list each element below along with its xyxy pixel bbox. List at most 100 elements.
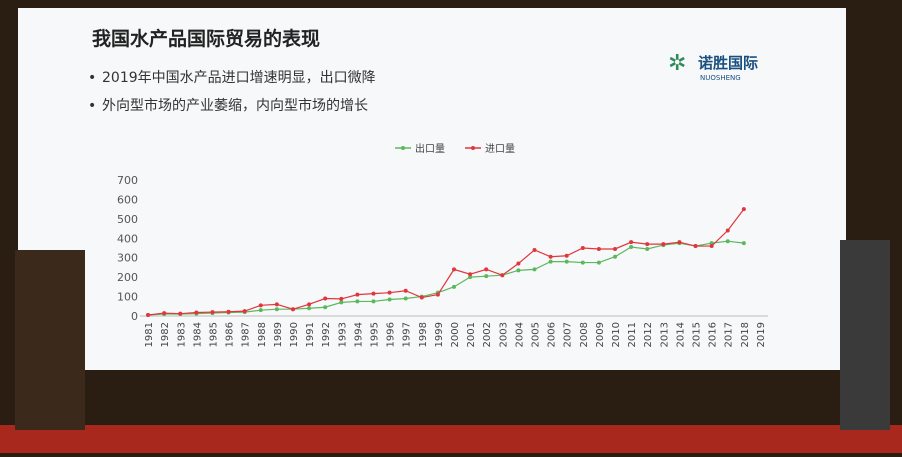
x-tick-label: 1984 <box>192 322 203 347</box>
data-point <box>355 292 360 297</box>
x-tick-label: 2011 <box>627 322 638 347</box>
y-tick-label: 600 <box>117 193 138 206</box>
data-point <box>741 207 746 212</box>
data-point <box>548 259 553 264</box>
x-tick-label: 2004 <box>514 322 525 347</box>
data-point <box>468 272 473 277</box>
logo: 诺胜国际 <box>698 54 758 72</box>
y-tick-label: 300 <box>117 252 138 265</box>
y-tick-label: 500 <box>117 213 138 226</box>
data-point <box>516 261 521 266</box>
data-point <box>725 239 730 244</box>
y-tick-label: 100 <box>117 291 138 304</box>
data-point <box>725 228 730 233</box>
logo-icon: ✲ <box>668 51 686 76</box>
data-point <box>661 242 666 247</box>
series-line <box>148 240 744 316</box>
data-point <box>371 291 376 296</box>
data-point <box>629 240 634 245</box>
data-point <box>645 246 650 251</box>
data-point <box>741 241 746 246</box>
bullet-text: 2019年中国水产品进口增速明显，出口微降 <box>102 70 376 86</box>
data-point <box>226 309 231 314</box>
data-point <box>548 254 553 259</box>
speaker <box>840 240 890 430</box>
x-tick-label: 2005 <box>531 322 542 347</box>
data-point <box>596 246 601 251</box>
x-tick-label: 2009 <box>595 322 606 347</box>
x-tick-label: 2013 <box>659 322 670 347</box>
bullet: • <box>88 70 96 86</box>
data-point <box>290 307 295 312</box>
x-tick-label: 1996 <box>386 322 397 347</box>
x-tick-label: 2012 <box>643 322 654 347</box>
x-tick-label: 1990 <box>289 322 300 347</box>
data-point <box>258 303 263 308</box>
chart: 0 100 200 300 400 500 600 700 1981 1982 1983 1984 19… <box>117 142 768 347</box>
data-point <box>709 244 714 249</box>
y-tick-label: 700 <box>117 174 138 187</box>
data-point <box>596 260 601 265</box>
data-point <box>613 254 618 259</box>
x-tick-label: 1982 <box>160 322 171 347</box>
slide <box>18 8 846 370</box>
x-tick-label: 2008 <box>579 322 590 347</box>
x-tick-label: 1986 <box>225 322 236 347</box>
data-point <box>403 296 408 301</box>
data-point <box>274 307 279 312</box>
x-tick-label: 1994 <box>353 322 364 347</box>
legend-label: 出口量 <box>415 142 445 155</box>
data-point <box>677 240 682 245</box>
data-point <box>516 268 521 273</box>
y-tick-label: 200 <box>117 271 138 284</box>
data-point <box>339 296 344 301</box>
x-tick-label: 1993 <box>337 322 348 347</box>
series-line <box>147 208 745 316</box>
logo-sub: NUOSHENG <box>700 74 741 82</box>
data-point <box>387 297 392 302</box>
data-point <box>532 267 537 272</box>
x-tick-label: 1983 <box>176 322 187 347</box>
data-point <box>323 305 328 310</box>
data-point <box>564 259 569 264</box>
data-point <box>274 302 279 307</box>
x-tick-label: 2002 <box>482 322 493 347</box>
data-point <box>484 274 489 279</box>
data-point <box>403 288 408 293</box>
data-point <box>210 310 215 315</box>
x-tick-label: 2000 <box>450 322 461 347</box>
y-tick-label: 0 <box>131 310 138 323</box>
data-point <box>178 311 183 316</box>
x-tick-label: 1989 <box>273 322 284 347</box>
data-point <box>629 245 634 250</box>
x-tick-label: 2014 <box>675 322 686 347</box>
x-tick-label: 1992 <box>321 322 332 347</box>
x-tick-label: 1991 <box>305 322 316 347</box>
data-point <box>452 284 456 289</box>
x-tick-label: 2019 <box>756 322 767 347</box>
data-point <box>645 242 650 247</box>
data-point <box>194 310 199 315</box>
data-point <box>387 290 392 295</box>
x-tick-label: 1997 <box>402 322 413 347</box>
data-point <box>580 246 585 250</box>
x-tick-label: 1999 <box>434 322 445 347</box>
data-point <box>564 253 569 258</box>
data-point <box>532 247 537 252</box>
data-point <box>613 246 618 251</box>
data-point <box>146 313 151 318</box>
legend-label: 进口量 <box>485 143 515 155</box>
x-tick-label: 2006 <box>547 322 558 347</box>
data-point <box>580 260 585 265</box>
data-point <box>307 302 312 307</box>
data-point <box>371 299 376 304</box>
data-point <box>339 300 344 305</box>
x-tick-label: 2003 <box>498 322 509 347</box>
legend-dot <box>401 146 405 150</box>
data-point <box>419 295 424 300</box>
x-tick-label: 2016 <box>708 322 719 347</box>
data-point <box>468 275 473 280</box>
x-tick-label: 1987 <box>241 322 252 347</box>
flowers <box>15 250 85 430</box>
